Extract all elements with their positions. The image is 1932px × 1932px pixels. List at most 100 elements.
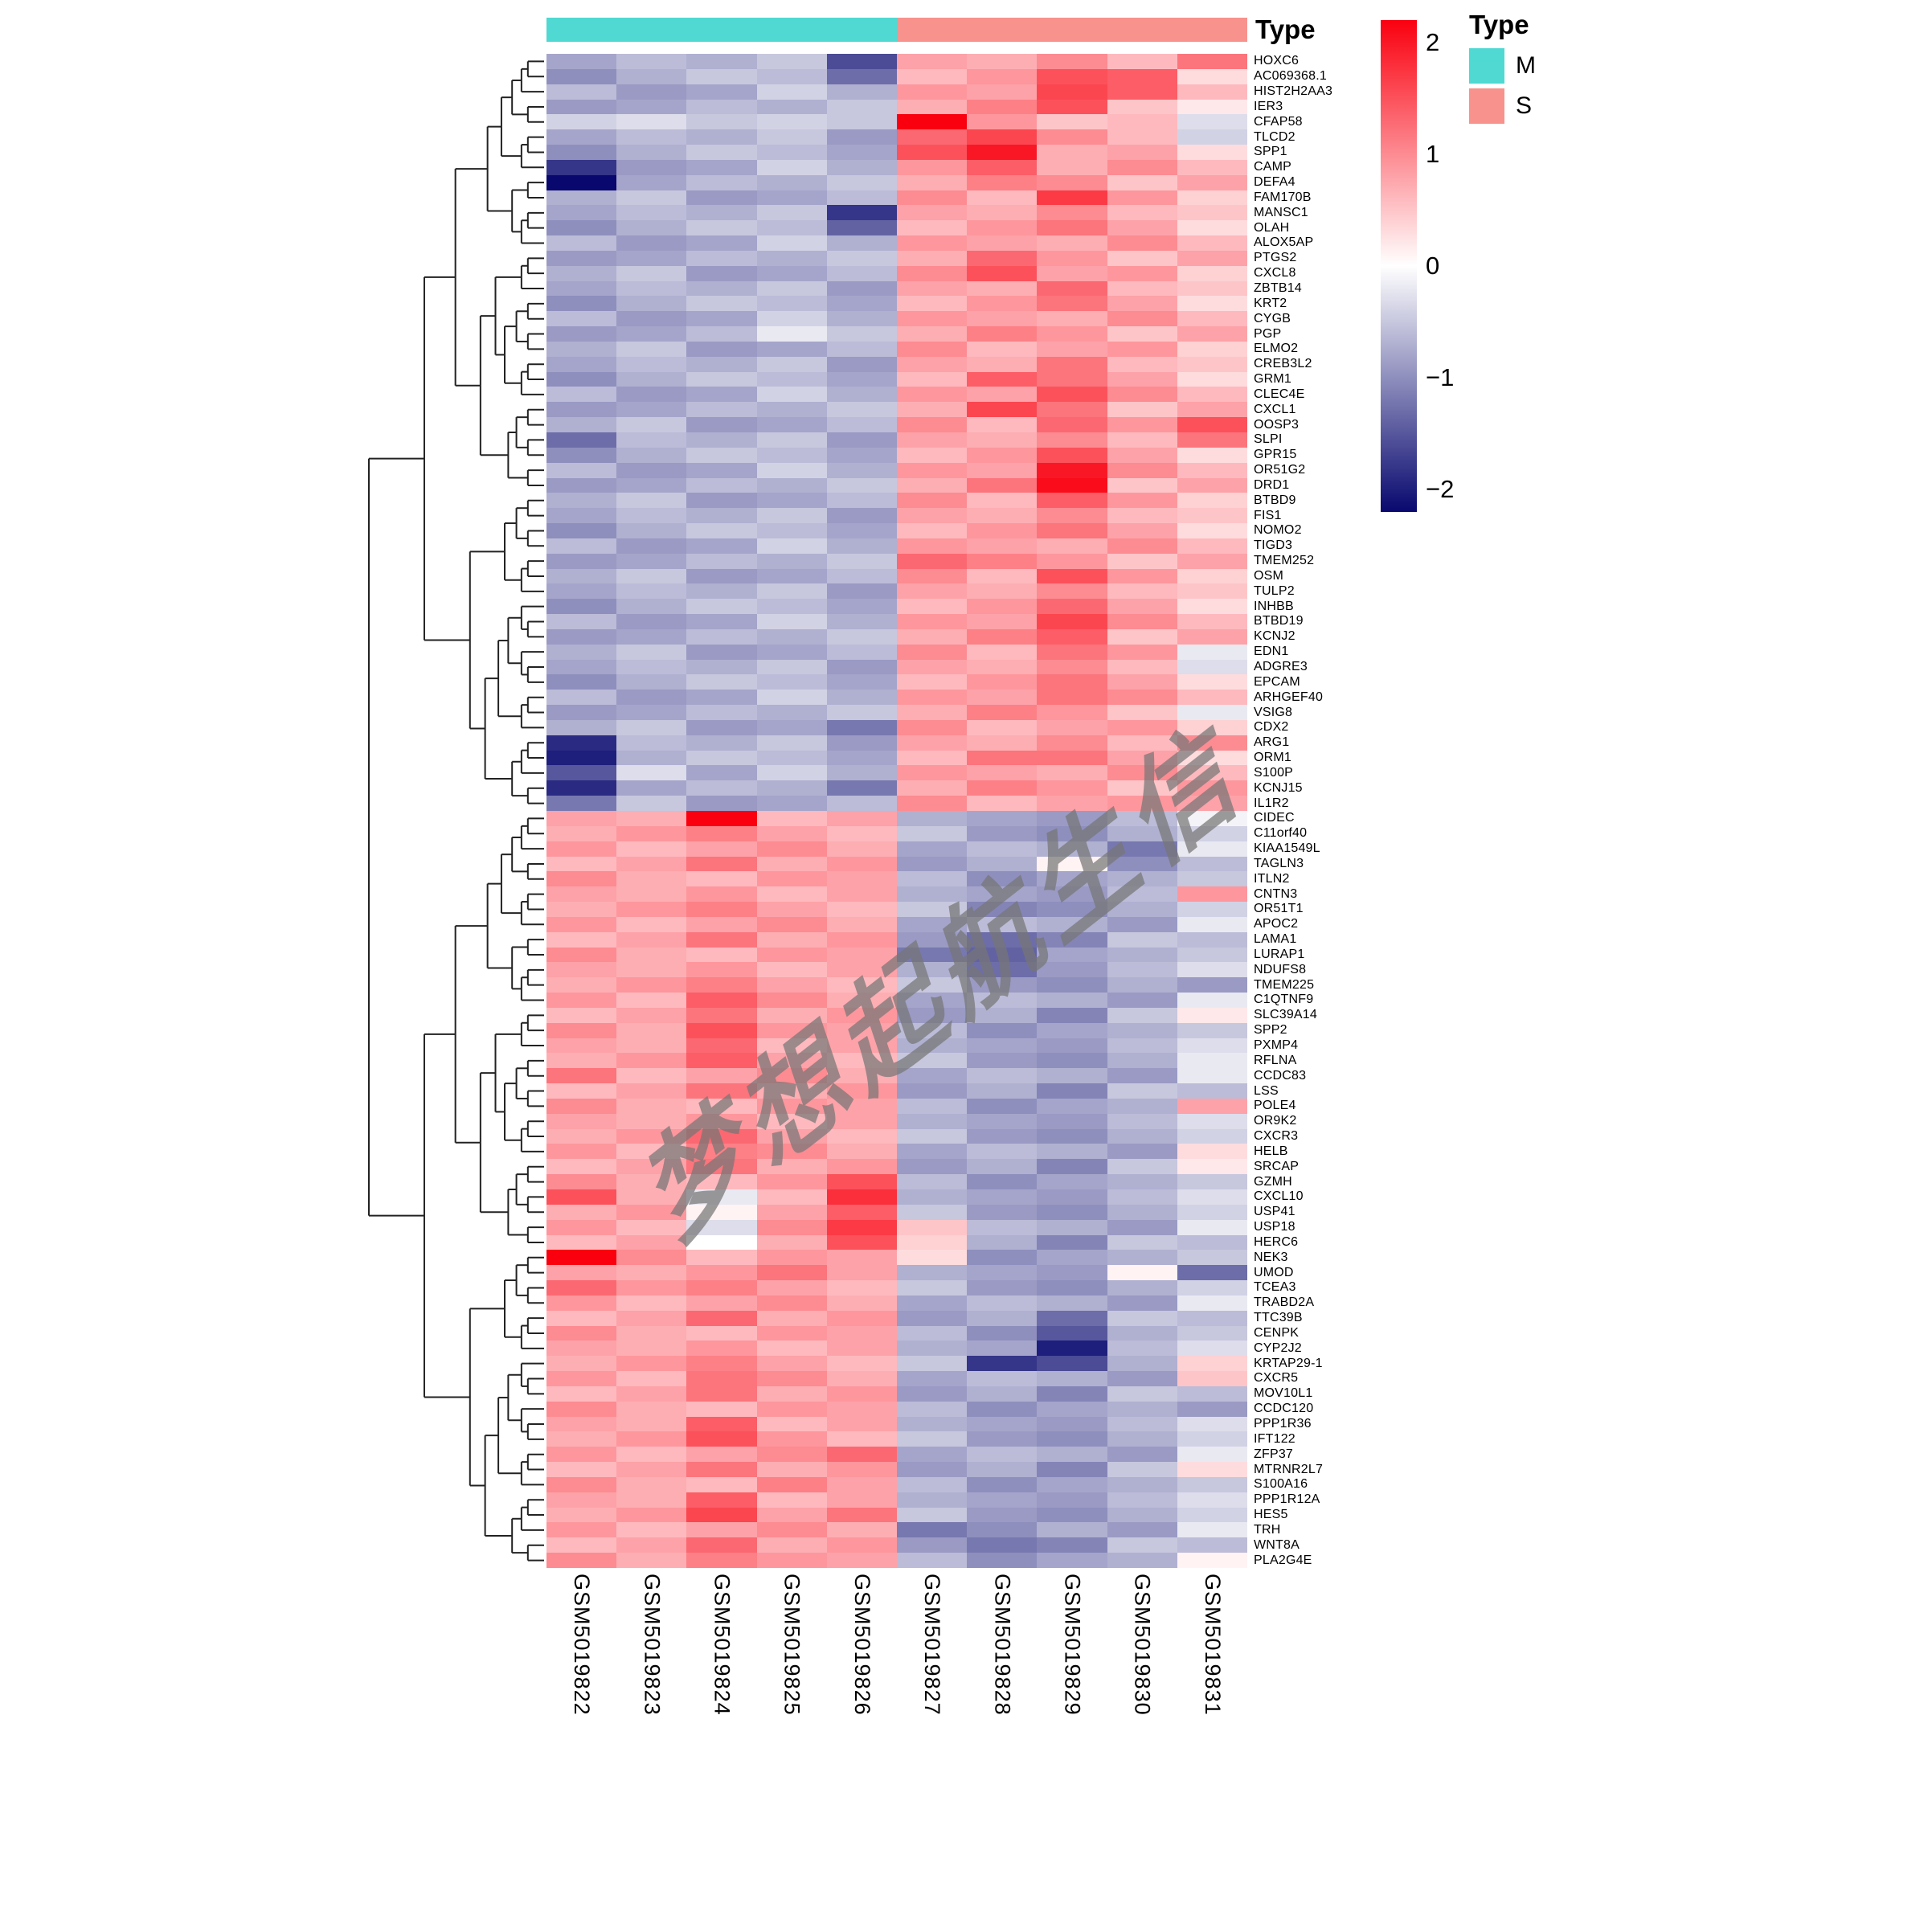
heatmap-cell <box>686 417 757 432</box>
heatmap-cell <box>546 1537 617 1553</box>
gene-label: GPR15 <box>1254 448 1297 462</box>
heatmap-cell <box>826 1159 897 1175</box>
heatmap-cell <box>686 1068 757 1084</box>
legend-title: Type <box>1469 10 1529 39</box>
heatmap-cell <box>756 902 827 917</box>
heatmap-cell <box>616 1537 687 1553</box>
heatmap-cell <box>546 417 617 432</box>
heatmap-cell <box>686 1159 757 1175</box>
heatmap-cell <box>616 371 687 387</box>
gene-label: EDN1 <box>1254 645 1289 659</box>
heatmap-cell <box>546 296 617 312</box>
heatmap-cell <box>616 1068 687 1084</box>
heatmap-cell <box>756 190 827 206</box>
heatmap-cell <box>1107 220 1177 236</box>
heatmap-cell <box>1037 1204 1107 1220</box>
sample-label: GSM5019830 <box>1130 1574 1155 1716</box>
heatmap-cell <box>967 1476 1038 1492</box>
heatmap-cell <box>616 1174 687 1189</box>
heatmap-cell <box>1107 628 1177 645</box>
heatmap-cell <box>686 99 757 115</box>
heatmap-cell <box>1107 1310 1177 1326</box>
heatmap-cell <box>546 371 617 387</box>
heatmap-cell <box>546 1128 617 1144</box>
heatmap-cell <box>546 856 617 872</box>
heatmap-cell <box>896 1462 968 1477</box>
heatmap-cell <box>616 220 687 236</box>
heatmap-cell <box>826 159 897 175</box>
heatmap-cell <box>826 341 897 357</box>
heatmap-cell <box>1177 735 1247 751</box>
heatmap-cell <box>896 719 968 735</box>
heatmap-cell <box>1037 1476 1107 1492</box>
heatmap-cell <box>686 977 757 993</box>
gene-label: IL1R2 <box>1254 796 1289 810</box>
heatmap-cell <box>1037 705 1107 720</box>
heatmap-cell <box>1177 447 1247 463</box>
heatmap-cell <box>826 796 897 811</box>
heatmap-cell <box>686 250 757 266</box>
heatmap-cell <box>896 1492 968 1508</box>
heatmap-cell <box>1177 1265 1247 1281</box>
heatmap-cell <box>1037 84 1107 100</box>
heatmap-cell <box>546 1053 617 1069</box>
gene-label: KRTAP29-1 <box>1254 1356 1323 1370</box>
gene-label: C1QTNF9 <box>1254 993 1314 1007</box>
heatmap-cell <box>616 659 687 675</box>
heatmap-cell <box>686 902 757 917</box>
heatmap-cell <box>1037 356 1107 372</box>
heatmap-cell <box>826 523 897 538</box>
heatmap-cell <box>1037 493 1107 509</box>
heatmap-cell <box>1037 54 1107 69</box>
heatmap-cell <box>967 1234 1038 1250</box>
heatmap-cell <box>756 538 827 554</box>
heatmap-cell <box>1037 1325 1107 1341</box>
gene-label: CXCL10 <box>1254 1189 1304 1204</box>
heatmap-cell <box>756 1356 827 1372</box>
heatmap-cell <box>756 931 827 948</box>
heatmap-cell <box>616 841 687 857</box>
heatmap-cell <box>1107 1113 1177 1129</box>
heatmap-cell <box>826 841 897 857</box>
heatmap-cell <box>896 1325 968 1341</box>
heatmap-cell <box>1177 962 1247 978</box>
heatmap-cell <box>1177 1401 1247 1417</box>
heatmap-cell <box>826 54 897 69</box>
heatmap-cell <box>967 841 1038 857</box>
heatmap-cell <box>1177 493 1247 509</box>
heatmap-cell <box>967 628 1038 645</box>
heatmap-cell <box>616 780 687 796</box>
heatmap-cell <box>546 1083 617 1099</box>
heatmap-cell <box>1107 1401 1177 1417</box>
heatmap-cell <box>756 250 827 266</box>
heatmap-cell <box>546 1416 617 1432</box>
heatmap-cell <box>967 886 1038 903</box>
heatmap-cell <box>967 1416 1038 1432</box>
heatmap-cell <box>826 1507 897 1523</box>
heatmap-cell <box>896 1113 968 1129</box>
heatmap-cell <box>686 523 757 538</box>
heatmap-cell <box>967 341 1038 357</box>
heatmap-cell <box>1177 841 1247 857</box>
heatmap-cell <box>686 735 757 751</box>
heatmap-cell <box>826 387 897 403</box>
heatmap-cell <box>1037 719 1107 735</box>
heatmap-cell <box>756 84 827 100</box>
heatmap-cell <box>896 765 968 781</box>
heatmap-cell <box>1037 902 1107 917</box>
heatmap-cell <box>1177 1371 1247 1386</box>
heatmap-cell <box>1037 1068 1107 1084</box>
heatmap-cell <box>1177 265 1247 281</box>
heatmap-cell <box>686 1401 757 1417</box>
heatmap-cell <box>686 402 757 418</box>
heatmap-cell <box>1037 1386 1107 1402</box>
colorbar-tick-label: 2 <box>1426 27 1440 56</box>
heatmap-cell <box>1107 159 1177 175</box>
heatmap-cell <box>1037 402 1107 418</box>
heatmap-cell <box>826 886 897 903</box>
heatmap-cell <box>1107 1295 1177 1311</box>
heatmap-cell <box>896 1204 968 1220</box>
heatmap-cell <box>546 977 617 993</box>
heatmap-cell <box>1107 356 1177 372</box>
heatmap-cell <box>967 583 1038 600</box>
